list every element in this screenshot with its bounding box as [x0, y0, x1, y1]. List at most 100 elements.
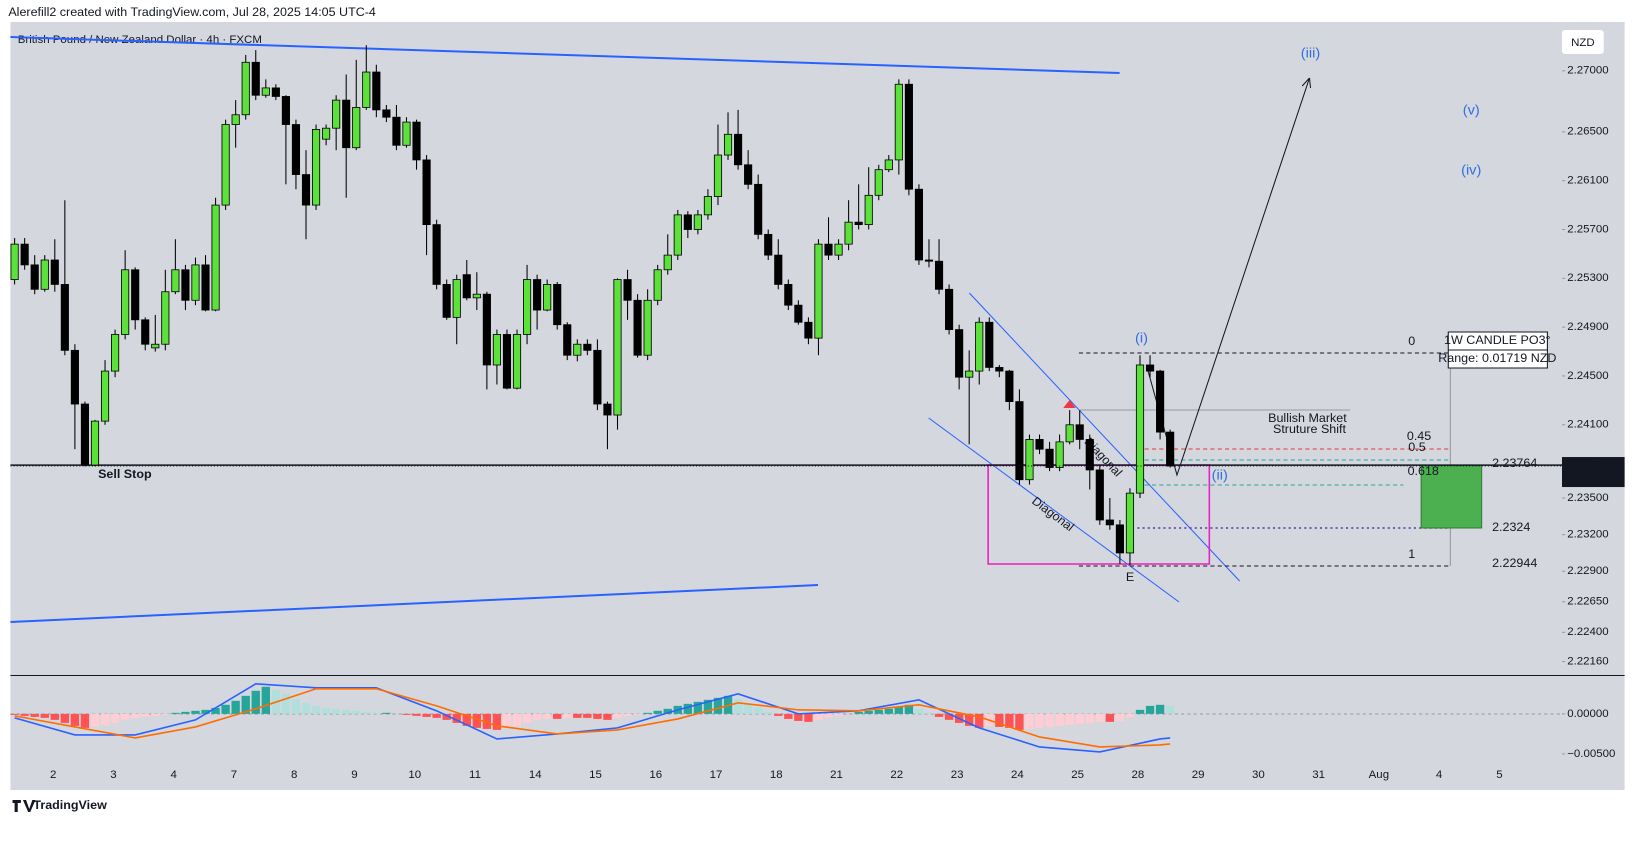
signal-line — [14, 687, 1171, 748]
candle-body — [522, 279, 532, 335]
histogram-bar — [1155, 704, 1165, 714]
candle-body — [322, 127, 331, 140]
candle-body — [794, 304, 803, 323]
histogram-bar — [693, 701, 703, 714]
histogram-bar — [623, 713, 632, 716]
candle-body — [231, 114, 240, 125]
histogram-bar — [814, 713, 823, 720]
y-tick-label: 2.22400 — [1567, 626, 1608, 638]
candle-body — [904, 83, 913, 190]
candle-body — [161, 291, 170, 345]
candle-body — [342, 99, 351, 149]
candle-body — [874, 169, 883, 196]
wave-label: E — [1126, 570, 1134, 584]
candle-body — [70, 349, 79, 405]
histogram-bar — [412, 713, 421, 716]
po3-candle — [1420, 464, 1483, 529]
x-tick-label: 8 — [291, 769, 297, 781]
header: Alerefill2 created with TradingView.com,… — [8, 5, 376, 19]
candle-body — [754, 183, 763, 235]
histogram-bar — [331, 708, 341, 714]
footer: TradingView — [33, 798, 107, 812]
candle-body — [1025, 439, 1034, 481]
histogram-bar — [774, 713, 783, 716]
candle-body — [1145, 364, 1155, 372]
candle-body — [111, 334, 120, 372]
fib-label: 0.5 — [1408, 440, 1426, 454]
candle-body — [553, 284, 562, 326]
candle-body — [151, 343, 160, 349]
candle-body — [764, 233, 773, 256]
histogram-bar — [794, 713, 803, 721]
histogram-bar — [1125, 713, 1135, 717]
histogram-bar — [221, 704, 230, 714]
histogram-bar — [1095, 713, 1104, 722]
candle-body — [472, 293, 481, 299]
candle-body — [1085, 439, 1094, 471]
histogram-bar — [593, 713, 602, 719]
histogram-bar — [161, 713, 170, 715]
candle-body — [20, 243, 29, 266]
candle-body — [80, 403, 90, 466]
histogram-bar — [924, 712, 934, 714]
marker — [1063, 400, 1076, 408]
candle-body — [603, 403, 612, 416]
candle-body — [975, 321, 984, 372]
last-price-tag — [1562, 457, 1625, 488]
x-tick-label: 3 — [110, 769, 116, 781]
candle-body — [804, 321, 813, 339]
candle-body — [221, 124, 230, 206]
x-tick-label: 25 — [1071, 769, 1084, 781]
candle-body — [121, 269, 130, 335]
candle-body — [643, 299, 652, 356]
candle-body — [1125, 492, 1135, 554]
histogram-bar — [934, 713, 944, 717]
histogram-bar — [542, 713, 552, 719]
histogram-bar — [281, 693, 291, 714]
histogram-bar — [563, 713, 572, 718]
candle-body — [854, 221, 863, 226]
x-tick-label: 4 — [1436, 769, 1442, 781]
x-tick-label: Aug — [1369, 769, 1389, 781]
histogram-bar — [703, 699, 713, 714]
arrow-head — [1301, 77, 1312, 89]
histogram-bar — [261, 686, 270, 714]
wave-label: (ii) — [1212, 468, 1228, 484]
structure-label: Bullish Market — [1268, 411, 1347, 425]
wave-label: (v) — [1463, 103, 1480, 119]
x-tick-label: 23 — [951, 769, 964, 781]
candle-body — [1035, 439, 1044, 450]
candle-body — [965, 370, 974, 378]
candle-body — [1055, 441, 1064, 468]
candle-body — [131, 269, 140, 321]
candle-body — [352, 107, 361, 149]
histogram-bar — [311, 705, 321, 714]
candle-body — [623, 279, 632, 301]
histogram-bar — [874, 709, 883, 714]
histogram-bar — [864, 710, 873, 714]
histogram-bar — [422, 713, 431, 717]
x-tick-label: 29 — [1192, 769, 1205, 781]
histogram-bar — [512, 713, 522, 726]
candle-body — [663, 254, 672, 271]
candle-body — [543, 284, 552, 311]
candle-body — [1065, 424, 1074, 443]
y-tick-label: 2.26500 — [1567, 126, 1608, 138]
histogram-bar — [20, 713, 29, 716]
candle-body — [734, 133, 743, 166]
histogram-bar — [352, 710, 361, 714]
histogram-bar — [80, 713, 90, 728]
y-tick-label: 2.25300 — [1567, 272, 1608, 284]
histogram-bar — [382, 712, 391, 714]
x-tick-label: 21 — [830, 769, 843, 781]
histogram-bar — [321, 707, 331, 714]
candle-body — [442, 284, 451, 318]
candle-body — [593, 349, 602, 405]
candle-body — [744, 164, 753, 185]
histogram-bar — [914, 708, 924, 714]
x-tick-label: 11 — [469, 769, 481, 781]
histogram-bar — [834, 713, 843, 716]
histogram-bar — [753, 707, 763, 714]
histogram-bar — [151, 713, 160, 716]
y-tick-label: 2.24900 — [1567, 321, 1608, 333]
